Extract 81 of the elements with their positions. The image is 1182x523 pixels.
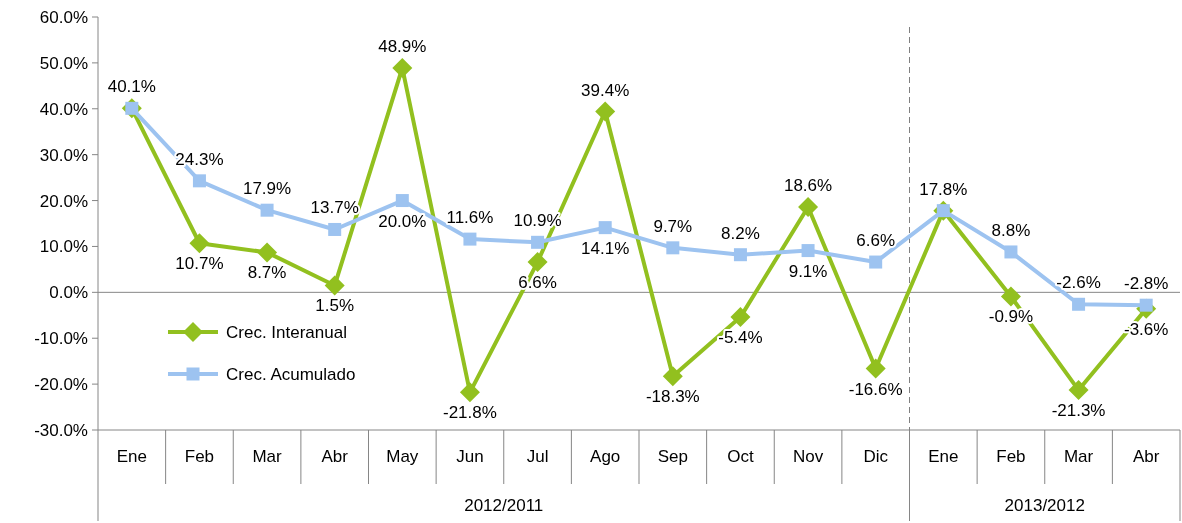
data-label: 14.1%: [581, 238, 630, 258]
text: 2013/2012: [1004, 496, 1085, 515]
data-label: -2.8%: [1123, 274, 1169, 294]
data-label: 8.7%: [247, 263, 287, 283]
point: [865, 358, 886, 379]
x-tick-label: Nov: [792, 447, 824, 466]
point: [392, 57, 413, 78]
x-tick-label: Mar: [252, 447, 283, 466]
data-label: 9.1%: [788, 261, 828, 281]
x-tick-label: Sep: [657, 447, 688, 466]
y-tick-label: -20.0%: [34, 375, 88, 395]
data-label: 20.0%: [378, 211, 427, 231]
point: [801, 244, 815, 258]
point: [192, 174, 206, 188]
y-tick-label: -10.0%: [34, 329, 88, 349]
data-label: 8.8%: [991, 220, 1031, 240]
x-tick-label: Jul: [526, 447, 549, 466]
point: [730, 307, 751, 328]
x-tick-label: Jun: [456, 447, 484, 466]
y-tick-label: 0.0%: [49, 283, 88, 303]
data-label: -5.4%: [718, 328, 763, 348]
data-label: 39.4%: [581, 80, 630, 100]
data-label: -2.6%: [1056, 273, 1101, 293]
data-label: 17.8%: [919, 179, 968, 199]
x-tick-label: Feb: [184, 447, 215, 466]
data-label: -21.8%: [443, 403, 497, 423]
data-label: 10.7%: [175, 254, 224, 274]
y-tick-label: 40.0%: [39, 99, 88, 119]
data-label: -21.3%: [1051, 401, 1106, 421]
data-label: 40.1%: [107, 77, 156, 97]
y-tick-label: -30.0%: [34, 420, 88, 440]
y-tick-label: 10.0%: [39, 237, 88, 257]
point: [459, 382, 480, 403]
point: [324, 275, 345, 296]
y-tick-label: 60.0%: [39, 7, 88, 27]
data-label: 11.6%: [446, 208, 494, 228]
data-label: 17.9%: [242, 179, 292, 199]
point: [662, 366, 683, 387]
y-tick-label: 30.0%: [39, 145, 88, 165]
x-tick-label: Feb: [996, 447, 1026, 466]
x-tick-label: Oct: [727, 447, 754, 466]
point: [395, 194, 409, 208]
x-tick-label: Abr: [1132, 447, 1160, 466]
point: [531, 235, 545, 249]
x-tick-label: Ene: [928, 447, 959, 466]
point: [463, 232, 477, 246]
point: [260, 203, 274, 217]
data-label: 18.6%: [783, 175, 833, 195]
data-label: -18.3%: [645, 387, 700, 407]
y-tick-label: 20.0%: [39, 191, 88, 211]
data-label: 48.9%: [378, 36, 427, 56]
data-label: 6.6%: [856, 231, 896, 251]
legend-label: Crec. Interanual: [226, 322, 347, 342]
point: [257, 242, 278, 263]
point: [1068, 380, 1089, 401]
text: 2012/2011: [464, 496, 544, 515]
data-label: -16.6%: [848, 379, 903, 399]
point: [733, 248, 747, 262]
point: [1004, 245, 1018, 259]
x-tick-label: Ago: [590, 447, 621, 466]
data-label: 8.2%: [721, 223, 760, 243]
data-label: 1.5%: [315, 296, 355, 316]
legend-label: Crec. Acumulado: [226, 364, 356, 384]
point: [328, 222, 342, 236]
x-tick-label: Abr: [321, 447, 349, 466]
point: [527, 252, 548, 273]
x-tick-label: May: [386, 447, 419, 466]
x-tick-label: Ene: [116, 447, 147, 466]
point: [666, 241, 680, 255]
x-tick-label: Dic: [863, 447, 889, 466]
point: [1000, 286, 1021, 307]
x-tick-label: Mar: [1063, 447, 1094, 466]
point: [189, 233, 210, 254]
y-tick-label: 50.0%: [39, 53, 88, 73]
point: [1072, 297, 1086, 311]
point: [798, 196, 819, 217]
point: [595, 101, 616, 122]
point: [598, 221, 612, 235]
data-label: 24.3%: [175, 149, 224, 169]
data-label: 9.7%: [653, 216, 693, 236]
point: [869, 255, 883, 269]
